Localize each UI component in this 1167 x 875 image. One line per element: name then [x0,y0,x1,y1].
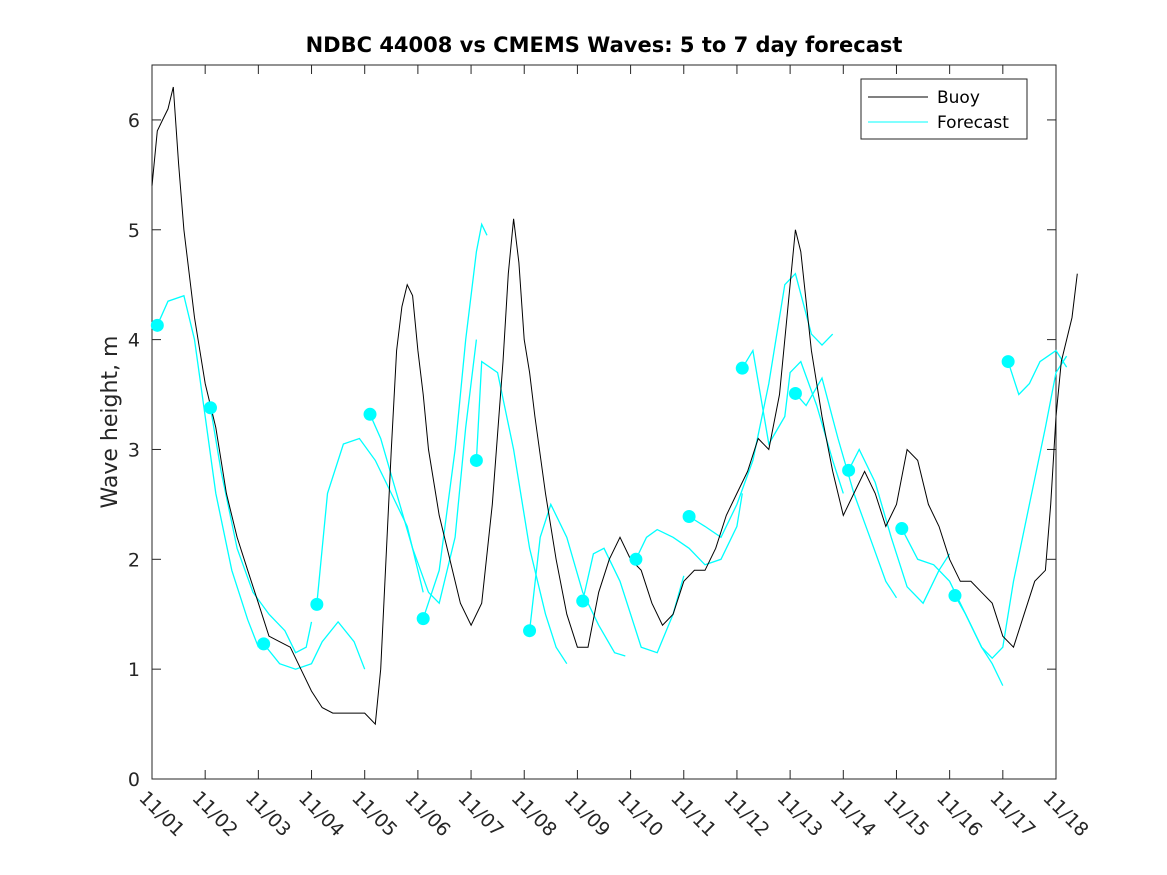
forecast-line [156,294,260,648]
y-tick-label: 5 [128,220,140,242]
y-axis-label: Wave height, m [98,336,123,509]
forecast-line [528,502,626,657]
forecast-line [848,448,951,605]
forecast-point [629,552,643,566]
forecast-point [416,612,430,626]
forecast-line [316,437,424,605]
forecast-line [635,493,743,566]
forecast-point [363,407,377,421]
forecast-point [788,386,802,400]
forecast-point [948,589,962,603]
y-tick-label: 4 [128,330,140,352]
forecast-point [842,463,856,477]
forecast-point [257,637,271,651]
forecast-point [523,624,537,638]
chart-title: NDBC 44008 vs CMEMS Waves: 5 to 7 day fo… [306,33,903,57]
forecast-point [895,522,909,536]
forecast-line [475,360,568,665]
forecast-point [310,597,324,611]
plot-area [151,64,1057,780]
forecast-point [576,594,590,608]
forecast-line [1007,349,1068,396]
y-tick-label: 2 [128,549,140,571]
forecast-point [203,401,217,415]
forecast-line [369,339,478,605]
y-tick-label: 0 [128,769,140,791]
forecast-point [735,361,749,375]
forecast-line [954,355,1068,660]
legend-buoy-label: Buoy [937,88,980,108]
forecast-line [582,547,685,654]
forecast-point [682,509,696,523]
y-tick-label: 3 [128,439,140,461]
forecast-line [209,407,313,654]
y-tick-label: 1 [128,659,140,681]
forecast-line [263,620,366,670]
buoy-line [151,86,1078,726]
y-tick-label: 6 [128,110,140,132]
forecast-point [150,318,164,332]
legend: Buoy Forecast [860,78,1028,140]
legend-forecast-label: Forecast [937,113,1009,133]
forecast-point [1001,355,1015,369]
forecast-line [688,272,834,539]
forecast-point [469,453,483,467]
forecast-line [422,222,488,619]
